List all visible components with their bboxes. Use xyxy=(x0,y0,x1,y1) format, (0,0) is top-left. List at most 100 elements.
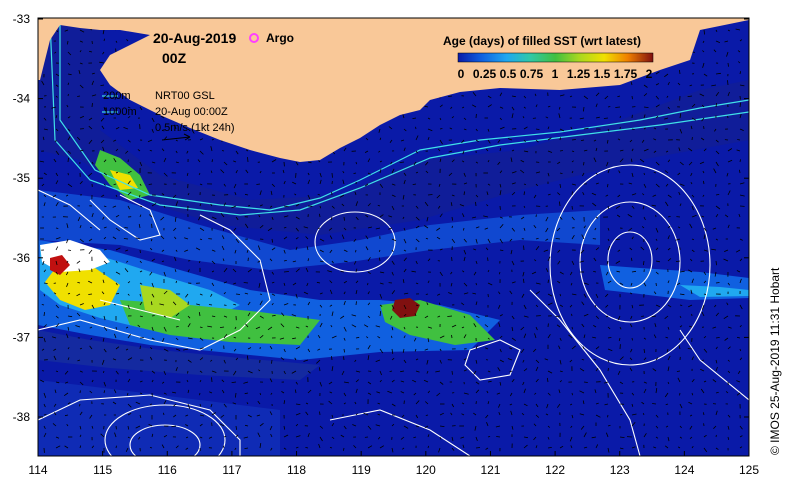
current-vector xyxy=(78,268,81,273)
current-vector xyxy=(535,326,538,331)
current-vector xyxy=(113,389,117,394)
current-vector xyxy=(127,281,131,284)
current-vector xyxy=(424,315,429,319)
current-vector xyxy=(437,315,441,318)
current-vector xyxy=(269,411,273,416)
current-vector xyxy=(619,414,623,416)
current-vector xyxy=(185,436,189,439)
current-vector xyxy=(724,249,729,252)
current-vector xyxy=(511,315,515,320)
current-vector xyxy=(607,128,610,132)
current-vector xyxy=(400,391,405,394)
current-vector xyxy=(41,183,45,187)
current-vector xyxy=(352,424,357,427)
current-vector xyxy=(739,357,743,361)
current-vector xyxy=(353,172,357,174)
current-vector xyxy=(546,403,549,409)
current-vector xyxy=(208,436,213,439)
current-vector xyxy=(701,215,705,218)
current-vector xyxy=(403,313,407,317)
current-vector xyxy=(295,446,299,449)
current-vector xyxy=(391,238,397,242)
current-vector xyxy=(487,238,491,244)
current-vector xyxy=(151,258,156,262)
current-vector xyxy=(39,160,45,163)
current-vector xyxy=(175,150,178,154)
current-vector xyxy=(295,326,300,329)
current-vector xyxy=(151,202,157,207)
current-vector xyxy=(184,237,189,240)
current-vector xyxy=(703,249,708,252)
isobath-1000-label: 1000m xyxy=(103,106,137,118)
current-vector xyxy=(211,370,217,373)
current-vector xyxy=(439,213,443,218)
current-vector xyxy=(579,260,585,263)
current-vector xyxy=(485,247,489,251)
current-vector xyxy=(535,414,540,418)
current-vector xyxy=(691,356,694,361)
current-vector xyxy=(556,403,561,408)
current-vector xyxy=(355,370,361,373)
current-vector xyxy=(533,194,537,199)
current-vector xyxy=(703,234,706,240)
current-vector xyxy=(319,425,324,429)
current-vector xyxy=(739,325,742,328)
current-vector xyxy=(367,355,370,361)
current-vector xyxy=(461,160,465,163)
current-vector xyxy=(343,337,346,341)
current-vector xyxy=(151,161,156,164)
current-vector xyxy=(185,424,189,427)
current-vector xyxy=(163,400,167,405)
current-vector xyxy=(425,401,429,405)
current-vector xyxy=(690,181,693,185)
current-vector xyxy=(259,334,264,339)
current-vector xyxy=(739,278,742,284)
current-vector xyxy=(209,391,213,394)
current-vector xyxy=(425,293,429,295)
current-vector xyxy=(462,106,465,109)
current-vector xyxy=(199,293,203,296)
current-vector xyxy=(295,423,299,427)
current-vector xyxy=(67,326,70,331)
current-vector xyxy=(702,194,705,197)
argo-label: Argo xyxy=(266,31,294,45)
current-vector xyxy=(391,357,395,361)
current-vector xyxy=(594,227,597,231)
current-vector xyxy=(582,172,585,177)
current-vector xyxy=(511,106,515,111)
current-vector xyxy=(436,392,441,397)
current-vector xyxy=(593,257,597,262)
current-vector xyxy=(570,282,573,286)
current-vector xyxy=(316,281,321,284)
current-vector xyxy=(139,194,141,198)
current-vector xyxy=(487,95,492,99)
current-vector xyxy=(595,346,600,350)
current-vector xyxy=(715,150,720,155)
colorbar-label: 1.25 xyxy=(567,67,591,81)
current-vector xyxy=(88,125,93,130)
current-vector xyxy=(67,40,69,45)
current-vector xyxy=(235,293,241,295)
current-vector xyxy=(557,192,561,196)
current-vector xyxy=(655,238,658,241)
current-vector xyxy=(451,447,455,451)
current-vector xyxy=(365,214,369,218)
current-vector xyxy=(259,392,262,396)
current-vector xyxy=(677,226,681,229)
current-vector xyxy=(343,425,347,430)
current-vector xyxy=(307,258,309,262)
current-vector xyxy=(187,403,191,409)
current-vector xyxy=(127,170,132,174)
current-vector xyxy=(678,337,681,341)
current-vector xyxy=(727,436,730,440)
current-vector xyxy=(186,172,189,177)
current-vector xyxy=(427,445,429,449)
current-vector xyxy=(451,225,453,229)
current-vector xyxy=(499,216,503,219)
current-vector xyxy=(283,226,287,229)
current-vector xyxy=(149,271,153,276)
current-vector xyxy=(571,414,574,419)
current-vector xyxy=(211,377,213,383)
current-vector xyxy=(497,367,501,372)
current-vector xyxy=(583,95,589,100)
